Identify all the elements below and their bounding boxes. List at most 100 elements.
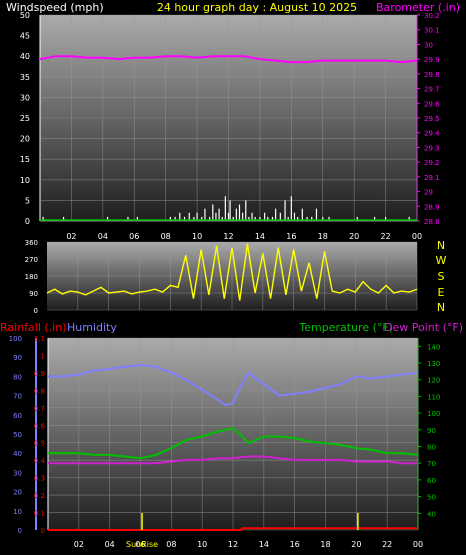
- barometer-tick-label: 29.7: [424, 86, 440, 94]
- barometer-tick-label: 28.8: [424, 218, 440, 226]
- barometer-tick-label: 30.1: [424, 27, 440, 35]
- lower-x-tick-label: 12: [228, 540, 238, 549]
- humidity-tick-label: 50: [13, 431, 22, 439]
- lower-x-tick-label: 04: [105, 540, 115, 549]
- humidity-tick-label: 70: [13, 393, 22, 401]
- direction-tick-label: 360: [25, 239, 38, 247]
- humidity-tick-label: 20: [13, 489, 22, 497]
- compass-n-bottom: N: [437, 301, 445, 314]
- rainfall-tick-label: 0.1: [34, 510, 45, 518]
- humidity-tick-label: 90: [13, 354, 22, 362]
- rainfall-tick-label: 0.4: [34, 457, 46, 465]
- humidity-tick-label: 80: [13, 373, 22, 381]
- temperature-tick-label: 50: [427, 494, 436, 502]
- upper-x-tick-label: 06: [129, 232, 139, 241]
- barometer-tick-label: 30.2: [424, 12, 440, 20]
- barometer-tick-label: 29.3: [424, 144, 440, 152]
- temperature-tick-label: 120: [427, 377, 440, 385]
- lower-x-tick-label: 10: [197, 540, 207, 549]
- temperature-line: [48, 427, 419, 460]
- humidity-tick-label: 10: [13, 508, 22, 516]
- direction-tick-label: 90: [29, 290, 38, 298]
- upper-x-tick-label: 16: [286, 232, 296, 241]
- lower-x-tick-label: 08: [166, 540, 176, 549]
- temperature-tick-label: 90: [427, 427, 436, 435]
- lower-x-tick-label: 00: [413, 540, 423, 549]
- upper-x-tick-label: 08: [161, 232, 171, 241]
- windspeed-tick-label: 0: [25, 217, 30, 226]
- humidity-tick-label: 40: [13, 450, 22, 458]
- windspeed-tick-label: 15: [20, 155, 30, 164]
- rainfall-tick-label: 0.7: [34, 405, 45, 413]
- barometer-tick-label: 29.4: [424, 130, 440, 138]
- compass-w: W: [436, 254, 447, 267]
- temperature-tick-label: 100: [427, 410, 440, 418]
- rainfall-tick-label: 0.8: [34, 387, 45, 395]
- barometer-axis-title: Barometer (.in): [376, 1, 460, 14]
- temperature-tick-label: 110: [427, 393, 440, 401]
- humidity-tick-label: 30: [13, 469, 22, 477]
- dewpoint-axis-title: Dew Point (°F): [384, 321, 463, 334]
- barometer-tick-label: 29.9: [424, 56, 440, 64]
- rainfall-axis-title: Rainfall (.in): [0, 321, 67, 334]
- rainfall-tick-label: 0.9: [34, 370, 45, 378]
- rainfall-tick-label: 0.5: [34, 440, 45, 448]
- humidity-tick-label: 0: [18, 527, 22, 535]
- compass-e: E: [438, 286, 445, 299]
- lower-x-tick-label: 18: [320, 540, 330, 549]
- barometer-tick-label: 28.9: [424, 203, 440, 211]
- windspeed-tick-label: 40: [20, 52, 30, 61]
- direction-tick-label: 270: [25, 256, 38, 264]
- lower-x-tick-label: 14: [259, 540, 269, 549]
- barometer-tick-label: 29.8: [424, 71, 440, 79]
- barometer-tick-label: 29.6: [424, 100, 440, 108]
- temperature-axis-title: Temperature (°F): [298, 321, 393, 334]
- upper-x-tick-label: 20: [349, 232, 359, 241]
- rainfall-tick-label: 1.1: [34, 335, 45, 343]
- rainfall-tick-label: 0.3: [34, 475, 45, 483]
- lower-x-tick-label: 06: [135, 540, 145, 549]
- temperature-tick-label: 130: [427, 360, 440, 368]
- temperature-tick-label: 60: [427, 477, 436, 485]
- rainfall-line: [48, 527, 418, 531]
- dewpoint-line: [48, 455, 418, 465]
- upper-x-tick-label: 00: [412, 232, 422, 241]
- upper-x-tick-label: 02: [66, 232, 76, 241]
- lower-x-tick-label: 16: [290, 540, 300, 549]
- compass-n-top: N: [437, 239, 445, 252]
- barometer-tick-label: 29.1: [424, 174, 440, 182]
- barometer-line: [39, 55, 418, 64]
- temperature-tick-label: 70: [427, 460, 436, 468]
- windspeed-tick-label: 5: [25, 196, 30, 205]
- windspeed-axis-title: Windspeed (mph): [6, 1, 104, 14]
- humidity-tick-label: 60: [13, 412, 22, 420]
- windspeed-tick-label: 10: [20, 176, 30, 185]
- humidity-line: [48, 363, 419, 407]
- windspeed-tick-label: 30: [20, 93, 30, 102]
- humidity-tick-label: 100: [9, 335, 22, 343]
- upper-x-tick-label: 10: [192, 232, 202, 241]
- graph-title: 24 hour graph day : August 10 2025: [157, 1, 357, 14]
- upper-x-tick-label: 12: [223, 232, 233, 241]
- windspeed-tick-label: 50: [20, 11, 30, 20]
- rainfall-tick-label: 0: [41, 527, 45, 535]
- upper-x-tick-label: 18: [318, 232, 328, 241]
- humidity-axis-title: Humidity: [67, 321, 117, 334]
- compass-s: S: [438, 270, 445, 283]
- rainfall-tick-label: 0.2: [34, 492, 45, 500]
- windspeed-tick-label: 45: [20, 32, 30, 41]
- windspeed-tick-label: 25: [20, 114, 30, 123]
- lower-x-tick-label: 02: [74, 540, 84, 549]
- lower-x-tick-label: 20: [351, 540, 361, 549]
- direction-tick-label: 0: [34, 307, 38, 315]
- barometer-tick-label: 29.2: [424, 159, 440, 167]
- temperature-tick-label: 40: [427, 510, 436, 518]
- upper-x-tick-label: 04: [98, 232, 108, 241]
- temperature-tick-label: 140: [427, 343, 440, 351]
- upper-x-tick-label: 22: [380, 232, 390, 241]
- direction-tick-label: 180: [25, 273, 38, 281]
- rainfall-tick-label: 1: [41, 352, 45, 360]
- temperature-tick-label: 80: [427, 444, 436, 452]
- barometer-tick-label: 29.5: [424, 115, 440, 123]
